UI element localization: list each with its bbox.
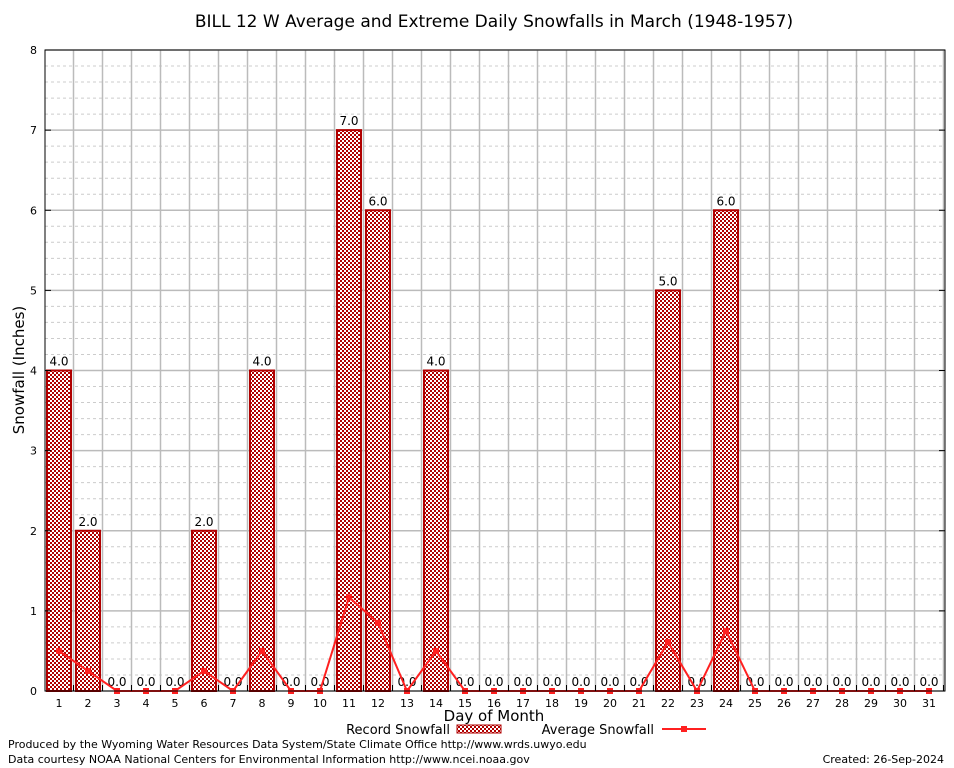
average-point	[259, 647, 265, 654]
bar-value-label: 0.0	[832, 675, 851, 689]
bar-value-label: 0.0	[513, 675, 532, 689]
x-axis-label: Day of Month	[444, 707, 545, 725]
average-point	[346, 594, 352, 601]
y-tick-label: 2	[30, 525, 37, 538]
bar-value-label: 7.0	[339, 114, 358, 128]
legend: Record Snowfall Average Snowfall	[346, 723, 706, 738]
x-tick-label: 7	[230, 697, 237, 710]
y-tick-label: 8	[30, 44, 37, 57]
x-tick-label: 11	[342, 697, 356, 710]
x-tick-label: 14	[429, 697, 443, 710]
record-bar	[713, 209, 739, 692]
average-point	[201, 667, 207, 674]
bar-value-label: 0.0	[890, 675, 909, 689]
x-tick-label: 30	[893, 697, 907, 710]
bar-value-label: 0.0	[571, 675, 590, 689]
bar-value-label: 6.0	[716, 194, 735, 208]
x-tick-label: 18	[545, 697, 559, 710]
y-tick-label: 4	[30, 365, 37, 378]
footer-data-courtesy: Data courtesy NOAA National Centers for …	[8, 753, 530, 766]
x-tick-label: 12	[371, 697, 385, 710]
x-tick-label: 31	[922, 697, 936, 710]
y-tick-label: 1	[30, 605, 37, 618]
bar-value-label: 0.0	[484, 675, 503, 689]
x-tick-label: 13	[400, 697, 414, 710]
chart-title: BILL 12 W Average and Extreme Daily Snow…	[195, 12, 793, 32]
bar-value-label: 0.0	[803, 675, 822, 689]
average-point	[56, 647, 62, 654]
x-tick-label: 25	[748, 697, 762, 710]
x-tick-label: 26	[777, 697, 791, 710]
x-tick-label: 5	[172, 697, 179, 710]
legend-average-label: Average Snowfall	[542, 723, 654, 738]
bar-value-label: 0.0	[919, 675, 938, 689]
x-tick-label: 20	[603, 697, 617, 710]
bar-value-label: 6.0	[368, 194, 387, 208]
y-axis-label: Snowfall (Inches)	[10, 306, 28, 434]
record-bar	[365, 209, 391, 692]
footer-produced-by: Produced by the Wyoming Water Resources …	[8, 738, 587, 751]
x-tick-label: 24	[719, 697, 733, 710]
y-tick-label: 5	[30, 284, 37, 297]
x-tick-label: 22	[661, 697, 675, 710]
x-tick-label: 9	[288, 697, 295, 710]
bar-value-label: 0.0	[687, 675, 706, 689]
x-tick-label: 29	[864, 697, 878, 710]
bar-value-label: 0.0	[861, 675, 880, 689]
record-bar	[191, 529, 217, 692]
bar-value-label: 5.0	[658, 274, 677, 288]
bar-value-label: 0.0	[542, 675, 561, 689]
record-bar	[75, 529, 101, 692]
average-point	[665, 639, 671, 646]
x-tick-label: 2	[85, 697, 92, 710]
bar-value-label: 2.0	[194, 515, 213, 529]
bar-value-label: 0.0	[136, 675, 155, 689]
legend-average-marker	[681, 726, 687, 732]
y-tick-label: 6	[30, 204, 37, 217]
average-point	[433, 647, 439, 654]
x-tick-label: 4	[143, 697, 150, 710]
bar-value-label: 0.0	[600, 675, 619, 689]
average-point	[85, 667, 91, 674]
bar-value-label: 0.0	[107, 675, 126, 689]
average-point	[375, 619, 381, 626]
legend-record-label: Record Snowfall	[346, 723, 450, 738]
record-bar	[336, 129, 362, 692]
y-tick-label: 7	[30, 124, 37, 137]
x-tick-label: 28	[835, 697, 849, 710]
x-tick-label: 1	[56, 697, 63, 710]
x-tick-label: 10	[313, 697, 327, 710]
footer-created-date: Created: 26-Sep-2024	[822, 753, 944, 766]
x-tick-label: 15	[458, 697, 472, 710]
bar-value-label: 0.0	[774, 675, 793, 689]
record-bar	[655, 289, 681, 692]
bar-value-label: 4.0	[426, 355, 445, 369]
x-tick-label: 6	[201, 697, 208, 710]
x-tick-label: 21	[632, 697, 646, 710]
bar-value-label: 0.0	[310, 675, 329, 689]
bar-value-label: 2.0	[78, 515, 97, 529]
record-bar	[249, 369, 275, 692]
x-tick-label: 8	[259, 697, 266, 710]
average-point	[723, 627, 729, 634]
bar-value-label: 0.0	[745, 675, 764, 689]
x-tick-label: 16	[487, 697, 501, 710]
bar-value-label: 0.0	[165, 675, 184, 689]
x-tick-label: 23	[690, 697, 704, 710]
bar-value-label: 4.0	[49, 355, 68, 369]
x-tick-label: 17	[516, 697, 530, 710]
x-tick-label: 3	[114, 697, 121, 710]
y-tick-label: 0	[30, 685, 37, 698]
y-tick-label: 3	[30, 445, 37, 458]
legend-record-swatch	[456, 724, 502, 734]
record-bar	[423, 369, 449, 692]
bar-value-label: 0.0	[629, 675, 648, 689]
x-tick-label: 19	[574, 697, 588, 710]
bar-value-label: 4.0	[252, 355, 271, 369]
x-tick-label: 27	[806, 697, 820, 710]
